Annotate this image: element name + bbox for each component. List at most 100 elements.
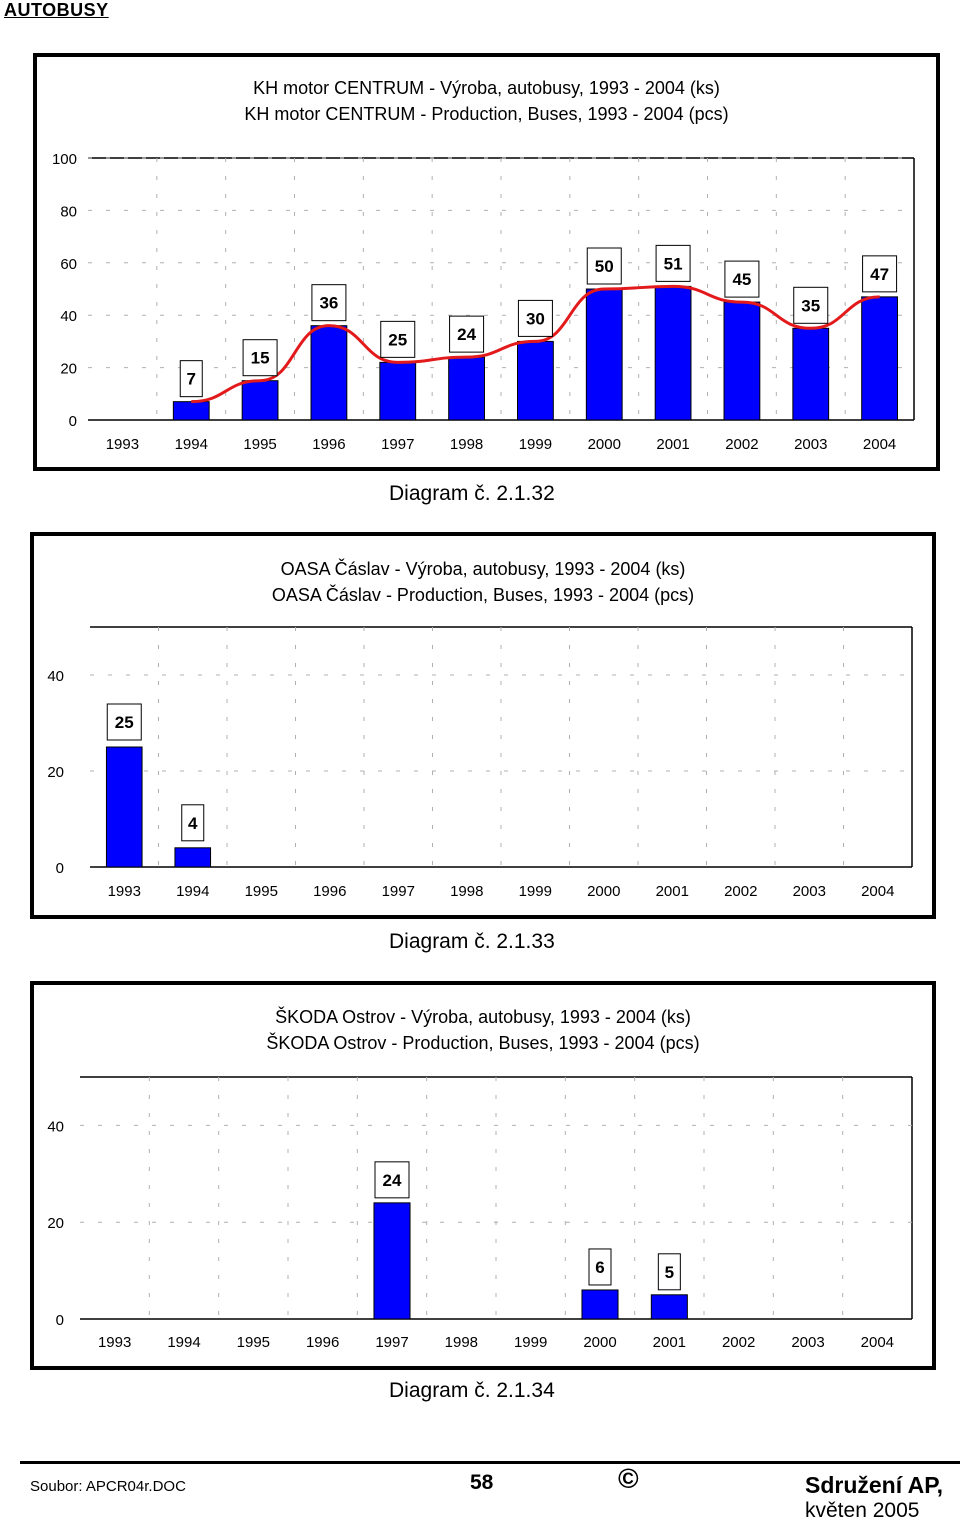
data-label-box: [657, 1253, 681, 1291]
x-tick-label: 2003: [794, 436, 827, 453]
bar: [373, 1202, 411, 1320]
bar: [517, 340, 554, 421]
x-tick-label: 2001: [656, 436, 689, 453]
y-tick-label: 0: [56, 1312, 64, 1329]
data-label-box: [724, 260, 760, 298]
x-tick-label: 2002: [724, 883, 757, 900]
chart-svg: 0 20 40 60 80 100 1993 1994 1995 1996 1997 1998 1999…: [52, 151, 915, 453]
x-tick-label: 1994: [167, 1334, 200, 1351]
data-label-box: [380, 320, 416, 358]
x-tick-label: 2000: [588, 436, 621, 453]
bar: [241, 380, 279, 421]
data-label: 25: [115, 713, 134, 732]
trend-line: [191, 284, 880, 404]
x-tick-label: 1999: [519, 883, 552, 900]
org-name: Sdružení AP,: [805, 1472, 944, 1498]
bar: [585, 288, 623, 421]
chart-subtitle: KH motor CENTRUM - Production, Buses, 19…: [244, 104, 729, 124]
y-tick-label: 60: [60, 256, 77, 273]
section-header: AUTOBUSY: [4, 0, 109, 20]
data-label-box: [106, 703, 142, 741]
x-tick-label: 1998: [450, 436, 483, 453]
data-label-box: [449, 315, 485, 353]
x-tick-label: 1993: [98, 1334, 131, 1351]
y-tick-label: 80: [60, 203, 77, 220]
data-label: 51: [664, 254, 683, 273]
x-tick-label: 1995: [243, 436, 276, 453]
chart-panel-oasa: OASA Čáslav - Výroba, autobusy, 1993 - 2…: [30, 532, 936, 919]
footer-date: květen 2005: [805, 1499, 920, 1522]
y-tick-label: 100: [52, 151, 77, 168]
y-tick-label: 40: [47, 1118, 64, 1135]
data-label: 47: [870, 265, 889, 284]
data-label: 24: [383, 1171, 402, 1190]
x-tick-label: 1997: [382, 883, 415, 900]
x-tick-label: 1996: [306, 1334, 339, 1351]
data-label: 45: [732, 270, 751, 289]
bar: [105, 746, 143, 868]
footer-divider: [20, 1461, 960, 1464]
data-label-box: [862, 255, 898, 293]
x-tick-label: 1996: [312, 436, 345, 453]
y-tick-label: 20: [47, 1215, 64, 1232]
x-tick-label: 2002: [725, 436, 758, 453]
y-tick-label: 40: [47, 668, 64, 685]
chart-svg: 0 20 40 1993 1994 1995 1996 1997 1998 1999 2000 200…: [47, 1076, 913, 1351]
data-label: 7: [187, 370, 196, 389]
data-label: 25: [388, 330, 407, 349]
data-label-box: [655, 244, 691, 282]
data-label: 6: [595, 1258, 604, 1277]
data-label-box: [181, 804, 205, 842]
x-tick-label: 2001: [653, 1334, 686, 1351]
data-label-box: [179, 360, 203, 398]
data-label: 36: [319, 294, 338, 313]
y-tick-label: 20: [47, 764, 64, 781]
chart-subtitle: ŠKODA Ostrov - Production, Buses, 1993 -…: [266, 1033, 700, 1053]
y-tick-label: 40: [60, 308, 77, 325]
x-tick-label: 2004: [863, 436, 896, 453]
data-label: 4: [188, 814, 198, 833]
bar: [792, 327, 830, 421]
x-tick-label: 2000: [583, 1334, 616, 1351]
data-label-box: [793, 286, 829, 324]
x-tick-label: 1995: [237, 1334, 270, 1351]
x-tick-label: 2001: [656, 883, 689, 900]
x-tick-label: 2003: [793, 883, 826, 900]
chart-panel-kh-motor: KH motor CENTRUM - Výroba, autobusy, 199…: [33, 53, 940, 471]
data-label: 35: [801, 296, 820, 315]
y-tick-label: 20: [60, 361, 77, 378]
y-tick-label: 0: [69, 413, 77, 430]
data-label: 5: [665, 1263, 674, 1282]
bar: [861, 296, 898, 421]
data-label-box: [242, 339, 278, 377]
x-tick-label: 2004: [861, 1334, 894, 1351]
x-tick-label: 1998: [445, 1334, 478, 1351]
data-label-box: [586, 247, 622, 285]
x-tick-label: 1998: [450, 883, 483, 900]
chart-caption: Diagram č. 2.1.34: [389, 1379, 555, 1402]
data-label-box: [374, 1161, 410, 1199]
data-label-box: [517, 299, 553, 337]
x-tick-label: 1994: [175, 436, 208, 453]
data-label: 30: [526, 309, 545, 328]
x-tick-label: 1999: [519, 436, 552, 453]
page-number: 58: [470, 1471, 494, 1494]
x-tick-label: 1999: [514, 1334, 547, 1351]
bar: [172, 401, 210, 421]
data-label: 24: [457, 325, 476, 344]
data-label-box: [588, 1248, 612, 1286]
data-label-box: [311, 284, 347, 322]
chart-title: KH motor CENTRUM - Výroba, autobusy, 199…: [253, 78, 720, 98]
chart-subtitle: OASA Čáslav - Production, Buses, 1993 - …: [271, 585, 695, 605]
chart-title: ŠKODA Ostrov - Výroba, autobusy, 1993 - …: [275, 1007, 691, 1027]
footer-org: Sdružení AP, květen 2005: [805, 1472, 960, 1523]
y-tick-label: 0: [56, 860, 64, 877]
x-tick-label: 1995: [245, 883, 278, 900]
bar: [650, 1294, 688, 1320]
x-tick-label: 1993: [106, 436, 139, 453]
x-tick-label: 1994: [176, 883, 209, 900]
x-tick-label: 2002: [722, 1334, 755, 1351]
bar: [723, 301, 761, 421]
footer-source: Soubor: APCR04r.DOC: [30, 1478, 186, 1495]
data-label: 50: [595, 257, 614, 276]
